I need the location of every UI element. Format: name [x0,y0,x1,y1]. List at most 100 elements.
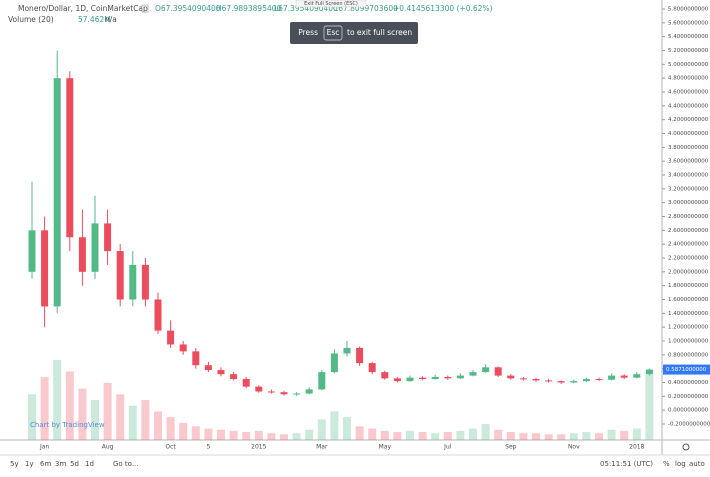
ohlc-close: C67.8099703600 [333,4,398,13]
volume-name: Volume (20) [8,15,54,24]
y-tick-label: 0.8000000000 [668,352,709,358]
volume-bar [620,430,629,440]
volume-bar [91,400,99,440]
y-tick-label: 5.0000000000 [668,62,709,68]
candle-body [204,365,212,371]
hint-text: Press [298,28,318,37]
symbol: Monero/Dollar, 1D, CoinMarketCap [18,4,148,13]
y-tick-label: 4.0000000000 [668,131,709,137]
candle-body [444,376,452,379]
last-price-label: 0.5871000000 [666,367,707,373]
y-tick-label: 3.0000000000 [668,200,709,206]
candle-body [41,230,49,307]
volume-bar [40,377,49,440]
y-tick-label: 0.2000000000 [668,394,709,400]
x-tick-label: Jan [39,444,49,451]
volume-bar [204,428,213,440]
x-tick-label: Nov [568,444,580,451]
y-tick-label: 4.2000000000 [668,117,709,123]
candle-body [595,379,603,381]
x-tick-label: 2018 [629,444,644,451]
volume-bar [418,432,427,440]
y-tick-label: 1.4000000000 [668,311,709,317]
candle-body [519,378,527,380]
candle-body [330,353,338,373]
candle-body [280,392,288,395]
volume-bar [380,430,389,440]
volume-bar [154,411,162,440]
candle-body [104,223,112,252]
volume-bar [569,433,578,440]
volume-bar [217,429,225,440]
range-button[interactable]: 5d [70,460,79,468]
x-tick-label: Aug [102,444,114,451]
range-button[interactable]: 6m [40,460,51,468]
candle-body [116,251,124,300]
tooltip [295,0,367,8]
candle-body [494,367,502,376]
candle-body [242,379,250,387]
volume-bar [456,430,465,440]
volume-ma: n/a [105,15,117,24]
x-tick-label: Sep [505,444,517,451]
candle-body [456,375,464,379]
volume-bar [229,430,238,440]
candle-body [255,386,263,392]
candle-body [66,78,74,238]
y-tick-label: 5.2000000000 [668,48,709,54]
range-button[interactable]: 3m [55,460,66,468]
candle-body [431,376,439,380]
y-tick-label: 4.6000000000 [668,90,709,96]
axis-option[interactable]: log [675,460,686,468]
x-tick-label: Jul [443,444,452,451]
candle-body [633,374,641,378]
key-box [323,25,343,41]
candle-body [645,369,653,375]
y-tick-label: 0.0000000000 [668,408,709,414]
range-button[interactable]: 1y [25,460,34,468]
volume-bar [595,433,603,440]
candle-body [482,367,490,373]
candle-body [78,237,86,272]
y-tick-label: 4.8000000000 [668,76,709,82]
settings-icon[interactable] [682,443,690,451]
volume-bar [179,422,188,440]
axis-option[interactable]: auto [689,460,705,468]
volume-bar [317,419,326,440]
hint-key: Esc [327,28,340,37]
last-price-box [663,364,710,375]
candle-body [381,372,389,379]
volume-bar [242,432,251,440]
volume-bar [267,433,276,440]
volume-bar [544,434,553,440]
legend-button[interactable] [141,4,149,13]
candle-body [230,374,238,380]
volume-bar [254,430,263,440]
volume-bar [406,430,414,440]
candle-body [406,377,414,382]
candle-body [620,375,628,378]
candle-body [154,299,162,331]
volume-bar [343,417,351,440]
y-tick-label: 3.6000000000 [668,159,709,165]
y-tick-label: 2.6000000000 [668,228,709,234]
goto-button[interactable]: Go to... [113,460,139,468]
y-tick-label: 3.4000000000 [668,173,709,179]
candle-body [91,223,99,272]
range-button[interactable]: 1d [85,460,94,468]
volume-bar [532,433,540,440]
axis-option[interactable]: % [663,460,670,468]
y-tick-label: 2.4000000000 [668,242,709,248]
y-tick-label: 5.8000000000 [668,7,709,13]
hint-text: to exit full screen [347,28,412,37]
candle-body [507,375,515,379]
y-tick-label: 0.4000000000 [668,380,709,386]
y-tick-label: 4.4000000000 [668,103,709,109]
volume-bar [632,428,641,440]
range-button[interactable]: 5y [10,460,19,468]
candle-body [293,393,301,395]
volume-bar [431,433,440,440]
volume-bar [494,429,503,440]
